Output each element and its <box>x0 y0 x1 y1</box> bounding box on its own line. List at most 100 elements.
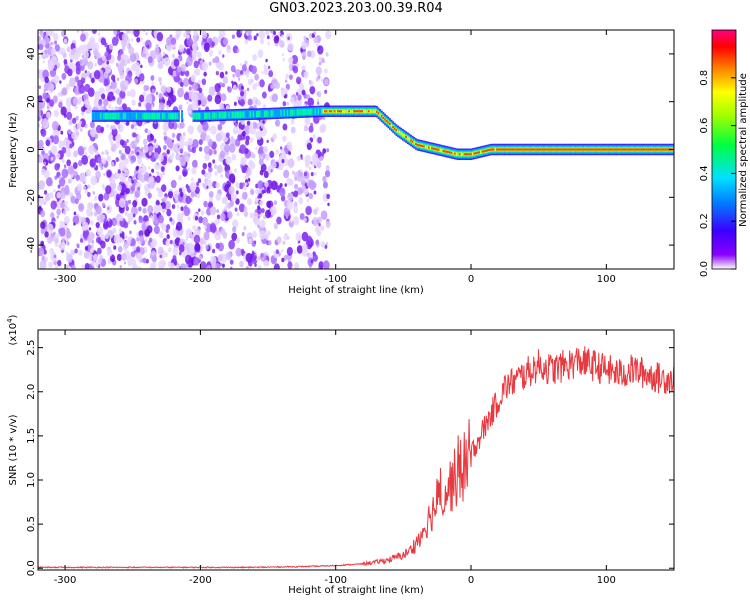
ridge-segment <box>486 149 489 152</box>
noise-speckle <box>269 205 277 216</box>
noise-speckle <box>227 86 232 93</box>
noise-speckle <box>61 72 67 80</box>
noise-speckle <box>75 174 80 181</box>
ridge-segment <box>531 148 534 151</box>
noise-speckle <box>160 222 165 229</box>
noise-speckle <box>318 261 324 269</box>
noise-speckle <box>110 80 117 90</box>
noise-speckle <box>304 116 311 126</box>
ridge-segment <box>428 146 430 149</box>
ridge-segment <box>642 148 645 151</box>
noise-speckle <box>115 62 119 67</box>
noise-speckle <box>54 44 60 52</box>
noise-speckle <box>295 76 302 85</box>
noise-speckle <box>234 168 238 173</box>
noise-speckle <box>257 49 264 58</box>
ridge-segment <box>354 110 357 113</box>
noise-speckle <box>78 84 86 94</box>
noise-speckle <box>76 122 82 130</box>
noise-speckle <box>300 154 303 158</box>
ridge-segment <box>546 148 549 151</box>
noise-speckle <box>245 135 250 142</box>
noise-speckle <box>199 237 205 245</box>
noise-speckle <box>280 195 286 202</box>
noise-speckle <box>104 223 107 228</box>
ridge-segment <box>640 148 643 151</box>
noise-speckle <box>54 238 59 244</box>
ridge-segment <box>556 148 559 151</box>
ridge-segment <box>328 110 331 113</box>
noise-speckle <box>257 205 261 210</box>
noise-speckle <box>199 100 202 104</box>
noise-speckle <box>198 87 203 94</box>
noise-speckle <box>111 258 115 262</box>
colorbar-tick-label: 0.2 <box>699 213 710 229</box>
noise-speckle <box>151 81 154 85</box>
ridge-segment <box>518 148 521 151</box>
noise-speckle <box>326 148 330 153</box>
noise-speckle <box>189 247 196 258</box>
ridge-segment <box>367 110 370 113</box>
ridge-segment <box>442 149 445 153</box>
noise-speckle <box>289 96 295 104</box>
noise-speckle <box>324 89 328 94</box>
noise-speckle <box>71 132 76 140</box>
noise-speckle <box>143 144 149 153</box>
ridge-segment <box>643 148 646 151</box>
noise-speckle <box>316 98 320 103</box>
ridge-segment <box>611 148 614 151</box>
noise-speckle <box>281 248 284 253</box>
noise-speckle <box>247 78 253 86</box>
ridge-segment <box>270 110 273 117</box>
noise-speckle <box>239 260 244 268</box>
noise-speckle <box>303 171 308 177</box>
noise-speckle <box>89 36 96 46</box>
noise-speckle <box>295 92 299 96</box>
ridge-segment <box>455 152 458 156</box>
noise-speckle <box>42 118 49 128</box>
noise-speckle <box>179 191 184 198</box>
noise-speckle <box>66 227 70 234</box>
noise-speckle <box>119 172 127 183</box>
noise-speckle <box>284 183 287 187</box>
noise-speckle <box>147 192 152 199</box>
noise-speckle <box>72 47 77 54</box>
noise-speckle <box>252 54 257 61</box>
noise-speckle <box>57 92 61 97</box>
noise-speckle <box>251 230 257 239</box>
noise-speckle <box>63 38 68 44</box>
noise-speckle <box>74 75 80 83</box>
ridge-segment <box>337 110 339 113</box>
noise-speckle <box>60 201 66 209</box>
ridge-segment <box>527 148 529 151</box>
noise-speckle <box>48 192 54 199</box>
noise-speckle <box>127 177 132 184</box>
noise-speckle <box>231 232 238 242</box>
noise-speckle <box>320 78 324 83</box>
noise-speckle <box>163 52 166 56</box>
ridge-segment <box>497 148 500 151</box>
noise-speckle <box>142 91 147 97</box>
noise-speckle <box>163 144 167 151</box>
noise-speckle <box>242 182 245 187</box>
noise-speckle <box>90 77 95 84</box>
noise-speckle <box>266 187 271 194</box>
noise-speckle <box>241 164 248 173</box>
noise-speckle <box>322 116 326 121</box>
ridge-segment <box>153 112 156 120</box>
noise-speckle <box>293 250 297 255</box>
noise-speckle <box>56 152 61 159</box>
noise-speckle <box>209 205 217 216</box>
noise-speckle <box>98 162 102 168</box>
noise-speckle <box>120 83 127 92</box>
noise-speckle <box>183 92 190 101</box>
noise-speckle <box>117 52 121 57</box>
noise-speckle <box>226 44 231 50</box>
noise-speckle <box>127 199 131 205</box>
noise-speckle <box>235 247 242 257</box>
noise-speckle <box>257 256 261 261</box>
noise-speckle <box>151 254 157 263</box>
ridge-segment <box>311 108 313 115</box>
noise-speckle <box>81 111 85 116</box>
noise-speckle <box>165 200 172 210</box>
